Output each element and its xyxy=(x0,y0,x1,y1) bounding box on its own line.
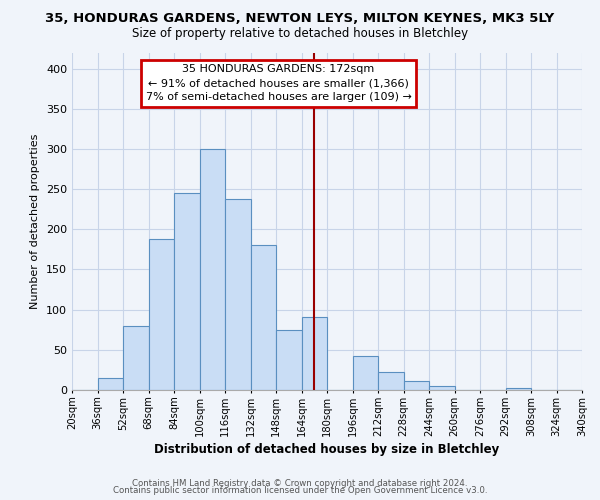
Bar xyxy=(123,326,149,390)
Bar xyxy=(225,198,251,390)
Text: 35, HONDURAS GARDENS, NEWTON LEYS, MILTON KEYNES, MK3 5LY: 35, HONDURAS GARDENS, NEWTON LEYS, MILTO… xyxy=(46,12,554,26)
Y-axis label: Number of detached properties: Number of detached properties xyxy=(31,134,40,309)
Bar xyxy=(149,239,174,390)
Text: Contains HM Land Registry data © Crown copyright and database right 2024.: Contains HM Land Registry data © Crown c… xyxy=(132,478,468,488)
Text: 35 HONDURAS GARDENS: 172sqm
← 91% of detached houses are smaller (1,366)
7% of s: 35 HONDURAS GARDENS: 172sqm ← 91% of det… xyxy=(146,64,412,102)
Bar xyxy=(505,388,531,390)
Bar xyxy=(378,372,404,390)
X-axis label: Distribution of detached houses by size in Bletchley: Distribution of detached houses by size … xyxy=(154,443,500,456)
Bar xyxy=(353,356,378,390)
Bar xyxy=(404,381,429,390)
Text: Size of property relative to detached houses in Bletchley: Size of property relative to detached ho… xyxy=(132,28,468,40)
Bar xyxy=(97,378,123,390)
Bar xyxy=(429,386,455,390)
Bar xyxy=(174,193,199,390)
Bar xyxy=(302,317,327,390)
Text: Contains public sector information licensed under the Open Government Licence v3: Contains public sector information licen… xyxy=(113,486,487,495)
Bar xyxy=(276,330,302,390)
Bar xyxy=(199,149,225,390)
Bar xyxy=(251,244,276,390)
